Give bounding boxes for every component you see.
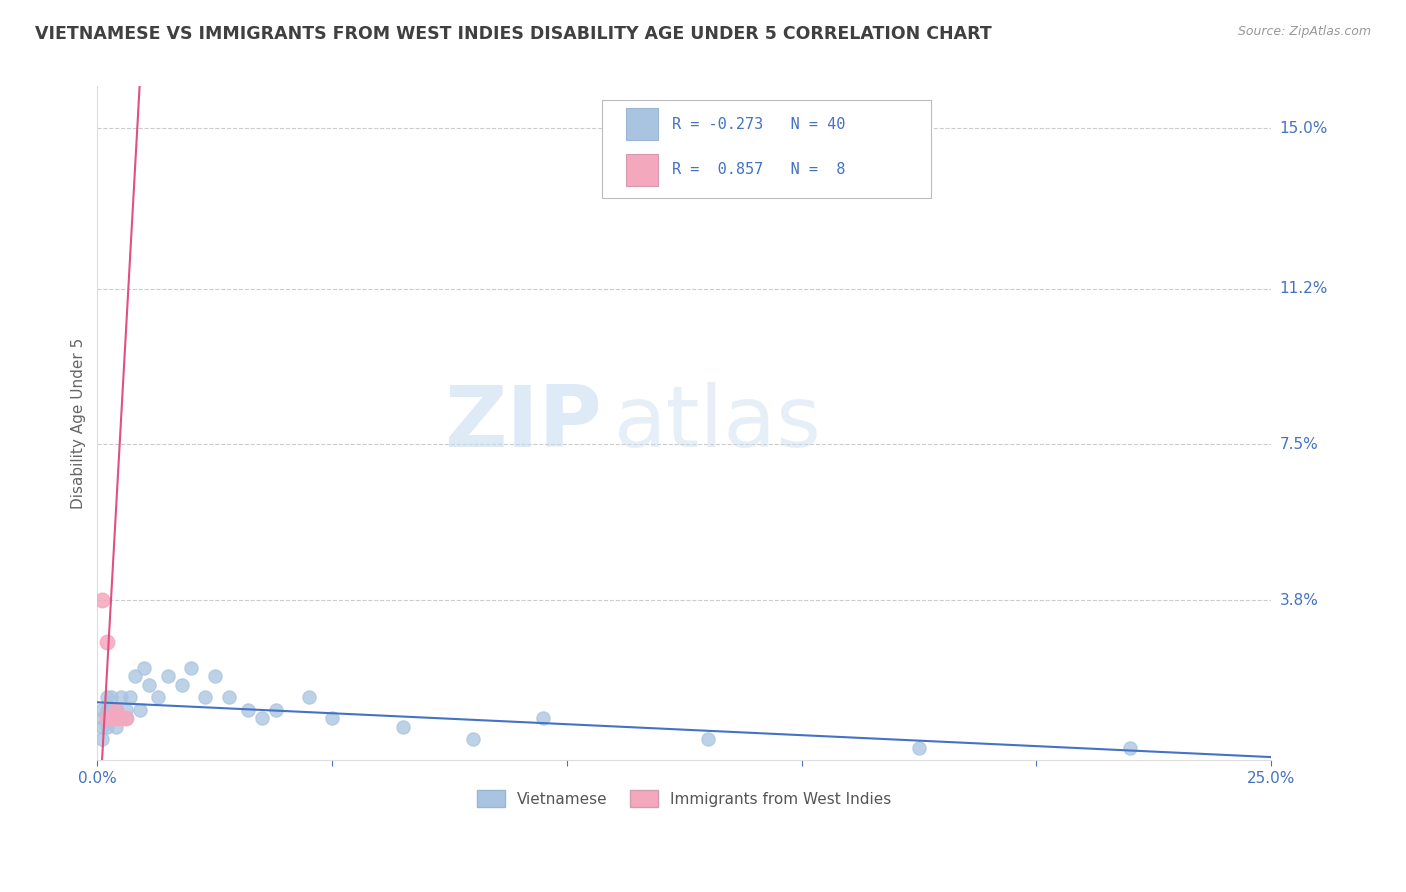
Point	[696, 732, 718, 747]
Text: 3.8%: 3.8%	[1279, 593, 1319, 607]
Point	[114, 711, 136, 725]
Text: atlas: atlas	[614, 382, 821, 465]
Point	[100, 690, 122, 705]
Point	[531, 711, 554, 725]
Point	[297, 690, 319, 705]
Point	[204, 669, 226, 683]
Point	[120, 690, 142, 705]
Point	[110, 711, 132, 725]
Point	[264, 703, 287, 717]
Point	[321, 711, 343, 725]
Text: 7.5%: 7.5%	[1279, 437, 1317, 452]
Point	[156, 669, 179, 683]
Point	[110, 711, 132, 725]
Point	[180, 661, 202, 675]
Point	[461, 732, 484, 747]
Point	[96, 703, 118, 717]
Point	[128, 703, 150, 717]
Bar	[626, 108, 658, 140]
Point	[138, 677, 160, 691]
Point	[96, 711, 118, 725]
Point	[908, 740, 931, 755]
Point	[114, 703, 136, 717]
Point	[96, 635, 118, 649]
Point	[236, 703, 259, 717]
Point	[96, 711, 118, 725]
Point	[100, 703, 122, 717]
Text: 15.0%: 15.0%	[1279, 121, 1327, 136]
Point	[124, 669, 146, 683]
Point	[96, 720, 118, 734]
Text: Source: ZipAtlas.com: Source: ZipAtlas.com	[1237, 25, 1371, 38]
Text: 11.2%: 11.2%	[1279, 281, 1327, 296]
Point	[134, 661, 156, 675]
Point	[100, 711, 122, 725]
Point	[91, 593, 114, 607]
Text: VIETNAMESE VS IMMIGRANTS FROM WEST INDIES DISABILITY AGE UNDER 5 CORRELATION CHA: VIETNAMESE VS IMMIGRANTS FROM WEST INDIE…	[35, 25, 991, 43]
Point	[105, 703, 128, 717]
Legend: Vietnamese, Immigrants from West Indies: Vietnamese, Immigrants from West Indies	[471, 783, 897, 814]
Point	[91, 732, 114, 747]
Point	[91, 711, 114, 725]
Text: R = -0.273   N = 40: R = -0.273 N = 40	[672, 117, 846, 132]
FancyBboxPatch shape	[602, 100, 931, 197]
Point	[1119, 740, 1142, 755]
Point	[218, 690, 240, 705]
Point	[194, 690, 217, 705]
Point	[170, 677, 193, 691]
Text: R =  0.857   N =  8: R = 0.857 N = 8	[672, 162, 846, 178]
Point	[250, 711, 273, 725]
Point	[100, 711, 122, 725]
Point	[391, 720, 413, 734]
Point	[96, 690, 118, 705]
Point	[91, 720, 114, 734]
Point	[105, 711, 128, 725]
Point	[148, 690, 170, 705]
Text: ZIP: ZIP	[444, 382, 602, 465]
Y-axis label: Disability Age Under 5: Disability Age Under 5	[72, 338, 86, 509]
Point	[105, 703, 128, 717]
Point	[105, 720, 128, 734]
Point	[91, 703, 114, 717]
Point	[114, 711, 136, 725]
Bar	[626, 153, 658, 186]
Point	[110, 690, 132, 705]
